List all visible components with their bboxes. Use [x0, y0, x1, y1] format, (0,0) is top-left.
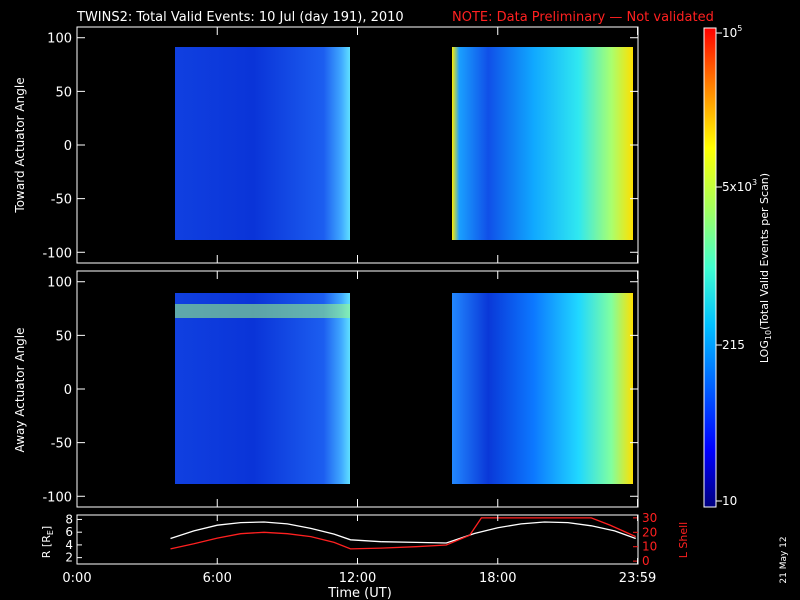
r-tick-label: 6: [65, 525, 73, 539]
r-tick-label: 2: [65, 551, 73, 565]
toward-panel: 100 50 0 -50 -100 Toward Actuator Angle: [13, 26, 639, 264]
away-y-ticks: 100 50 0 -50 -100: [42, 276, 638, 505]
colorbar-gradient: [703, 27, 717, 508]
x-tick-label: 0:00: [62, 571, 91, 586]
x-ticks: 0:00 6:00 12:00 18:00 23:59: [62, 27, 656, 586]
away-ytick-label: 0: [64, 383, 72, 398]
toward-ytick-label: 0: [64, 139, 72, 154]
orbit-left-label-main: R [R: [40, 535, 53, 558]
toward-ytick-label: 100: [47, 32, 72, 47]
away-block-1: [175, 293, 350, 484]
l-shell-tick-label: 20: [642, 525, 657, 539]
x-tick-label: 23:59: [619, 571, 656, 586]
toward-y-ticks: 100 50 0 -50 -100: [42, 32, 638, 261]
x-tick-label: 6:00: [203, 571, 232, 586]
toward-block-1: [175, 47, 350, 240]
x-axis-label: Time (UT): [327, 586, 392, 600]
colorbar-tick-label: 105: [722, 24, 742, 40]
preliminary-note: NOTE: Data Preliminary — Not validated: [452, 10, 714, 25]
colorbar-label: LOG10(Total Valid Events per Scan): [758, 173, 773, 363]
orbit-right-label: L Shell: [677, 522, 690, 558]
l-shell-tick-label: 30: [642, 511, 657, 525]
away-ytick-label: 50: [55, 329, 72, 344]
colorbar-tick-exp: 5: [737, 24, 742, 33]
colorbar-tick-label: 5x103: [722, 178, 757, 194]
away-ytick-label: -100: [42, 490, 72, 505]
r-distance-line: [170, 521, 636, 544]
r-tick-label: 8: [65, 512, 73, 526]
orbit-left-label-end: ]: [40, 526, 53, 530]
colorbar-tick-label: 215: [722, 338, 745, 352]
l-shell-tick-label: 0: [642, 554, 650, 568]
away-block-2: [452, 293, 633, 484]
figure-title: TWINS2: Total Valid Events: 10 Jul (day …: [76, 10, 404, 25]
toward-ytick-label: -100: [42, 246, 72, 261]
r-tick-label: 4: [65, 538, 73, 552]
date-stamp: 21 May 12: [779, 536, 789, 583]
orbit-left-label: R [RE]: [40, 526, 55, 558]
toward-block-2: [452, 47, 633, 240]
l-shell-tick-label: 10: [642, 540, 657, 554]
orbit-left-label-sub: E: [46, 530, 55, 535]
away-ytick-label: 100: [47, 276, 72, 291]
colorbar-label-sub: 10: [764, 330, 773, 340]
colorbar-label-suffix: (Total Valid Events per Scan): [758, 173, 771, 330]
colorbar-tick-exp: 3: [752, 178, 757, 187]
colorbar-tick-label: 10: [722, 494, 737, 508]
colorbar-tick-base: 5x10: [722, 180, 752, 194]
l-shell-line: [170, 517, 636, 550]
toward-ytick-label: -50: [51, 193, 72, 208]
colorbar-label-prefix: LOG: [758, 340, 771, 363]
x-tick-label: 12:00: [339, 571, 376, 586]
colorbar-tick-base: 10: [722, 494, 737, 508]
x-tick-label: 18:00: [479, 571, 516, 586]
away-panel: 100 50 0 -50 -100 Away Actuator Angle: [13, 270, 639, 508]
toward-ytick-label: 50: [55, 85, 72, 100]
orbit-lines: [170, 517, 636, 550]
toward-y-label: Toward Actuator Angle: [13, 77, 27, 213]
colorbar-tick-base: 215: [722, 338, 745, 352]
away-band: [175, 304, 350, 318]
colorbar-tick-base: 10: [722, 26, 737, 40]
away-y-label: Away Actuator Angle: [13, 327, 27, 452]
away-ytick-label: -50: [51, 437, 72, 452]
